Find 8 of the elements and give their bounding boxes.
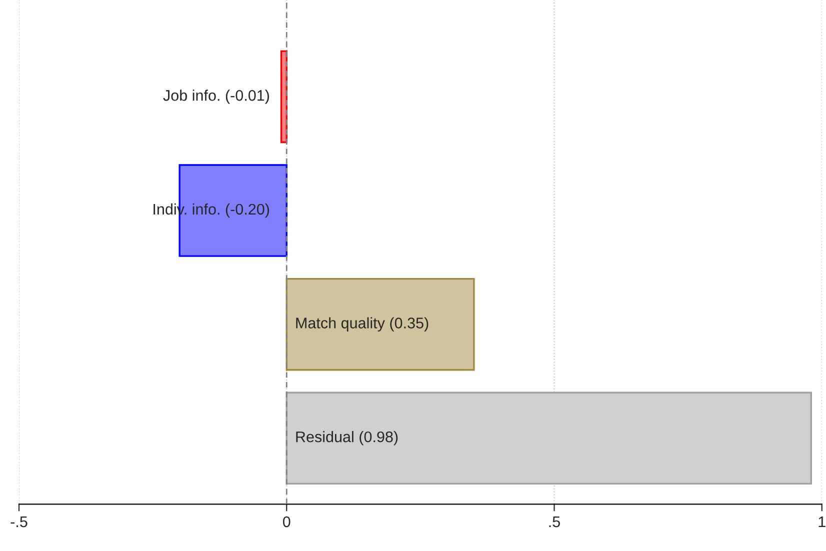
data-label: Job info. (-0.01) bbox=[163, 90, 270, 104]
data-label: Match quality (0.35) bbox=[296, 317, 428, 332]
bar bbox=[286, 278, 475, 371]
x-tick-label: 1 bbox=[818, 516, 826, 528]
x-tick-label: 0 bbox=[282, 516, 290, 528]
x-tick-label: -.5 bbox=[10, 516, 28, 528]
x-tick-label: .5 bbox=[549, 516, 560, 528]
data-label: Residual (0.98) bbox=[296, 431, 398, 446]
